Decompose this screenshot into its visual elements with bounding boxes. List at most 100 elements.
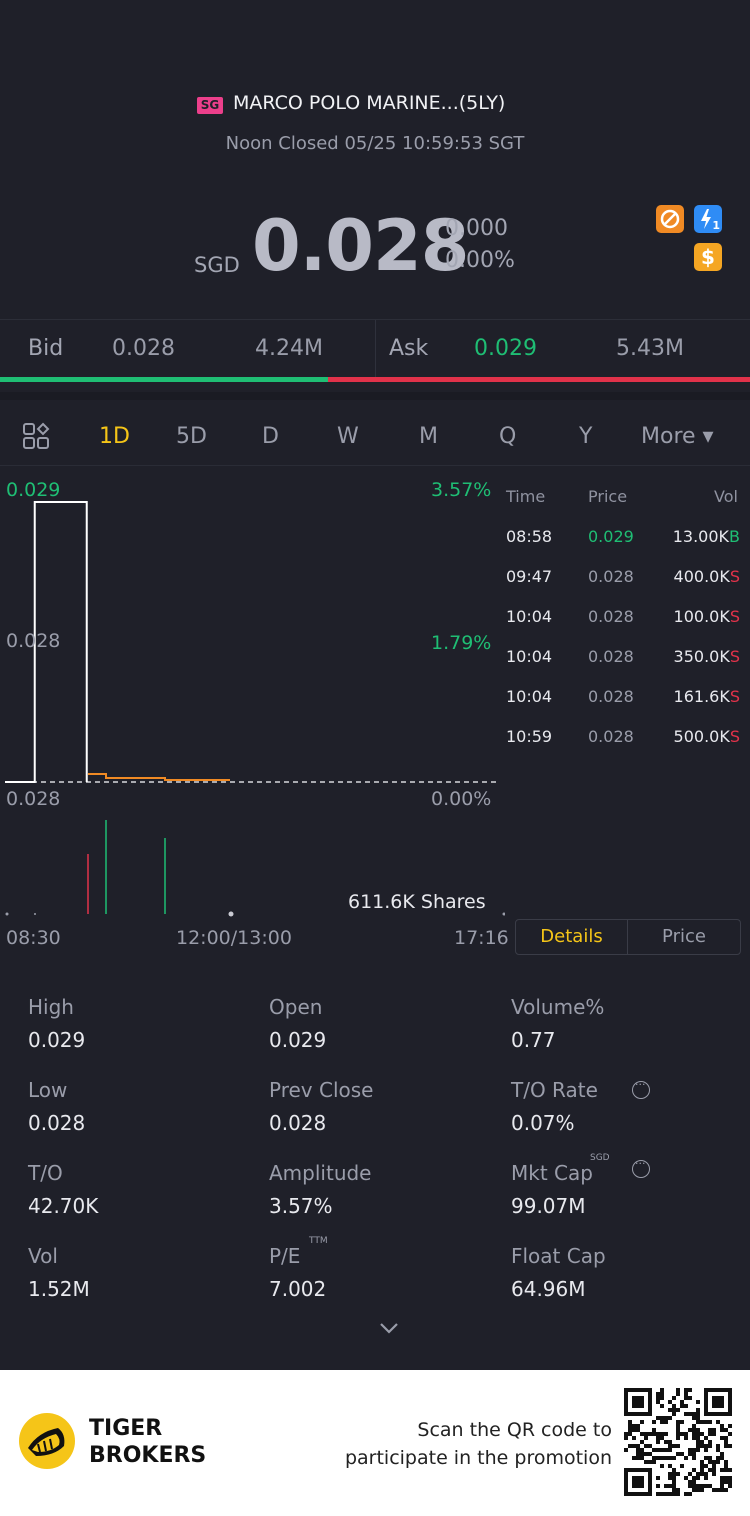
tick-time: 08:58	[506, 527, 553, 546]
axis-dot	[502, 912, 506, 916]
bid-label: Bid	[28, 336, 64, 361]
stat-mktcap-value: 99.07M	[511, 1194, 586, 1218]
stat-pe-label: P/E	[269, 1244, 301, 1268]
tick-side: S	[729, 687, 740, 706]
stat-open-label: Open	[269, 995, 323, 1019]
currency-label: SGD	[194, 253, 240, 277]
axis-dot	[34, 913, 36, 915]
tick-vol: 350.0KS	[673, 647, 740, 666]
market-status: Noon Closed 05/25 10:59:53 SGT	[225, 133, 525, 154]
promo-text-line1: Scan the QR code to	[417, 1419, 612, 1441]
tick-price: 0.029	[588, 527, 634, 546]
promo-text-line2: participate in the promotion	[344, 1447, 612, 1469]
tick-price: 0.028	[588, 607, 634, 626]
lightning-icon[interactable]: 1	[694, 205, 722, 233]
y-label-high: 0.029	[6, 479, 61, 501]
intraday-chart[interactable]: 0.029 0.028 0.028 3.57% 1.79% 0.00% 611.…	[0, 467, 509, 957]
tick-vol: 100.0KS	[673, 607, 740, 626]
tick-price: 0.028	[588, 727, 634, 746]
market-badge: SG	[197, 97, 223, 114]
tab-y[interactable]: Y	[579, 424, 593, 449]
chart-canvas	[5, 501, 506, 917]
stat-high-label: High	[28, 995, 74, 1019]
tab-5d[interactable]: 5D	[176, 424, 207, 449]
stat-torate-label: T/O Rate	[511, 1078, 598, 1102]
stat-to-label: T/O	[28, 1161, 63, 1185]
grid-icon[interactable]	[22, 422, 50, 450]
torate-info-icon[interactable]	[632, 1078, 650, 1099]
stat-to-value: 42.70K	[28, 1194, 99, 1218]
x-label-end: 17:16	[454, 927, 509, 949]
price-line	[5, 501, 88, 783]
tick-time: 10:04	[506, 687, 553, 706]
brand-name-line2: BROKERS	[89, 1443, 207, 1468]
y-label-low: 0.028	[6, 788, 61, 810]
tick-side: S	[729, 727, 740, 746]
bid-ask-panel[interactable]: Bid 0.028 4.24M Ask 0.029 5.43M	[0, 319, 750, 378]
ask-label: Ask	[389, 336, 429, 361]
tab-d[interactable]: D	[262, 424, 279, 449]
tick-time: 09:47	[506, 567, 553, 586]
price-change-pct: 0.00%	[445, 248, 515, 273]
x-label-start: 08:30	[6, 927, 61, 949]
bid-size: 4.24M	[255, 336, 323, 361]
dollar-symbol: $	[701, 245, 715, 269]
dollar-icon[interactable]: $	[694, 243, 722, 271]
stat-prevclose-value: 0.028	[269, 1111, 327, 1135]
stat-volpct-label: Volume%	[511, 995, 605, 1019]
tick-side: S	[729, 567, 740, 586]
tick-side: S	[729, 607, 740, 626]
stat-pe-value: 7.002	[269, 1277, 327, 1301]
stat-vol-label: Vol	[28, 1244, 58, 1268]
ask-price: 0.029	[474, 336, 537, 361]
pct-label-low: 0.00%	[431, 788, 492, 810]
tick-price: 0.028	[588, 647, 634, 666]
stat-prevclose-label: Prev Close	[269, 1078, 374, 1102]
qr-code[interactable]	[624, 1388, 732, 1496]
expand-chevron-icon[interactable]	[378, 1320, 400, 1336]
axis-dot	[228, 911, 234, 917]
volume-total: 611.6K Shares	[348, 891, 486, 913]
bid-ratio-bar	[0, 377, 328, 382]
tick-header-time: Time	[506, 487, 546, 506]
tab-more[interactable]: More ▾	[641, 424, 714, 449]
tab-w[interactable]: W	[337, 424, 359, 449]
tab-1d[interactable]: 1D	[99, 424, 130, 449]
ask-size: 5.43M	[616, 336, 684, 361]
stat-open-value: 0.029	[269, 1028, 327, 1052]
tab-m[interactable]: M	[419, 424, 438, 449]
stat-floatcap-label: Float Cap	[511, 1244, 606, 1268]
stat-low-value: 0.028	[28, 1111, 86, 1135]
pe-ttm-sup: TTM	[309, 1236, 328, 1246]
stat-volpct-value: 0.77	[511, 1028, 556, 1052]
tab-q[interactable]: Q	[499, 424, 517, 449]
no-entry-icon[interactable]	[656, 205, 684, 233]
ask-ratio-bar	[328, 377, 750, 382]
lightning-badge: 1	[712, 219, 720, 232]
last-price: 0.028	[252, 205, 469, 287]
tick-side: S	[729, 647, 740, 666]
stat-amp-label: Amplitude	[269, 1161, 372, 1185]
brand-name-line1: TIGER	[89, 1416, 163, 1441]
stat-vol-value: 1.52M	[28, 1277, 90, 1301]
stat-high-value: 0.029	[28, 1028, 86, 1052]
avg-price-line	[88, 773, 230, 781]
tick-price: 0.028	[588, 567, 634, 586]
bid-price: 0.028	[112, 336, 175, 361]
tick-vol: 400.0KS	[673, 567, 740, 586]
period-tabs: 1D 5D D W M Q Y More ▾	[0, 392, 750, 466]
stat-torate-value: 0.07%	[511, 1111, 575, 1135]
stat-mktcap-label: Mkt Cap	[511, 1161, 593, 1185]
tick-vol: 161.6KS	[673, 687, 740, 706]
price-toggle[interactable]: Price	[627, 919, 741, 955]
mktcap-info-icon[interactable]	[632, 1157, 650, 1178]
tick-vol: 500.0KS	[673, 727, 740, 746]
tick-side: B	[729, 527, 740, 546]
mktcap-currency-sup: SGD	[590, 1153, 610, 1163]
promo-footer[interactable]: TIGER BROKERS Scan the QR code to partic…	[0, 1370, 750, 1516]
pct-label-mid: 1.79%	[431, 632, 492, 654]
tick-time: 10:59	[506, 727, 553, 746]
details-toggle[interactable]: Details	[515, 919, 628, 955]
stock-title[interactable]: MARCO POLO MARINE...(5LY)	[233, 92, 506, 114]
tick-header-vol: Vol	[714, 487, 738, 506]
